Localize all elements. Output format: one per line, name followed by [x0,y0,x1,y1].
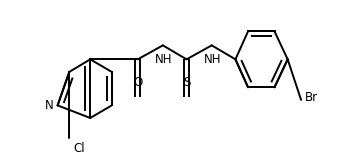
Text: Br: Br [305,91,318,104]
Text: N: N [45,99,54,112]
Text: Cl: Cl [73,142,85,155]
Text: S: S [183,76,190,89]
Text: O: O [133,76,142,89]
Text: NH: NH [155,53,173,66]
Text: NH: NH [204,53,222,66]
